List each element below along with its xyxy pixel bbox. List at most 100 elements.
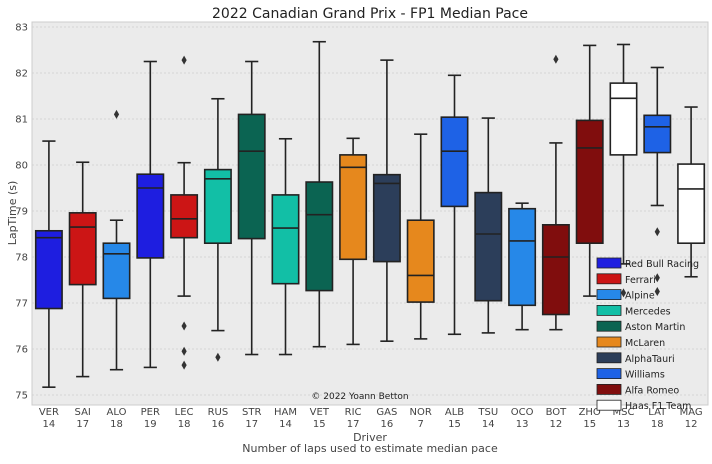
box-bot [541, 54, 570, 331]
outlier-marker [215, 352, 221, 362]
iqr-box [68, 212, 97, 286]
box-tsu [474, 117, 503, 334]
x-tick-laps: 18 [110, 419, 123, 430]
legend-swatch [596, 257, 622, 269]
legend-item-ferrari: Ferrari [596, 273, 656, 286]
x-tick-driver: HAM [274, 407, 297, 418]
boxes-layer [34, 40, 706, 388]
box-per [136, 60, 165, 369]
x-tick-laps: 14 [279, 419, 292, 430]
x-tick-driver: MSC [613, 407, 635, 418]
watermark: © 2022 Yoann Betton [311, 392, 408, 402]
x-tick-driver: ZHO [579, 407, 601, 418]
legend-swatch [596, 336, 622, 348]
legend-swatch [596, 320, 622, 332]
iqr-box [609, 82, 638, 156]
legend-swatch [596, 399, 622, 411]
x-tick-laps: 15 [313, 419, 326, 430]
iqr-box [508, 207, 537, 307]
legend-label: Alpine [625, 291, 655, 302]
legend-swatch [596, 368, 622, 380]
plot-background [31, 21, 709, 406]
iqr-box [271, 194, 300, 285]
iqr-box [677, 163, 706, 245]
legend-label: Haas F1 Team [625, 401, 691, 412]
iqr-box [372, 173, 401, 263]
x-tick-driver: RUS [208, 407, 229, 418]
box-zho [575, 44, 604, 297]
x-tick-laps: 14 [482, 419, 495, 430]
legend-swatch [596, 289, 622, 301]
outlier-marker [181, 360, 187, 370]
legend-label: Red Bull Racing [625, 259, 699, 270]
iqr-box [440, 116, 469, 208]
x-tick-laps: 14 [43, 419, 56, 430]
x-tick-laps: 18 [651, 419, 664, 430]
x-tick-driver: GAS [376, 407, 397, 418]
x-tick-laps: 15 [583, 419, 596, 430]
x-tick-laps: 17 [76, 419, 89, 430]
x-tick-driver: NOR [410, 407, 432, 418]
x-tick-laps: 7 [418, 419, 424, 430]
x-tick-driver: BOT [546, 407, 568, 418]
box-oco [508, 202, 537, 331]
box-ham [271, 137, 300, 356]
legend-item-alpine: Alpine [596, 289, 655, 302]
y-tick-label: 82 [15, 69, 28, 80]
box-ver [34, 140, 63, 388]
outlier-marker [654, 273, 660, 283]
legend-item-mclaren: McLaren [596, 336, 665, 349]
box-mag [677, 106, 706, 278]
x-tick-laps: 13 [516, 419, 529, 430]
x-ticks: VER14SAI17ALO18PER19LEC18RUS16STR17HAM14… [39, 407, 703, 430]
legend-swatch [596, 273, 622, 285]
box-lec [170, 55, 199, 370]
x-tick-laps: 16 [381, 419, 394, 430]
x-tick-driver: SAI [75, 407, 91, 418]
legend-item-mercedes: Mercedes [596, 304, 671, 317]
x-tick-laps: 12 [550, 419, 563, 430]
x-tick-laps: 18 [178, 419, 191, 430]
iqr-box [203, 168, 232, 245]
outlier-marker [620, 288, 627, 298]
y-tick-label: 81 [15, 115, 28, 126]
box-sai [68, 161, 97, 378]
legend-item-williams: Williams [596, 368, 665, 381]
y-tick-label: 80 [15, 161, 28, 172]
legend-label: Alfa Romeo [625, 385, 679, 396]
box-gas [372, 59, 401, 342]
iqr-box [305, 181, 334, 292]
x-axis-sublabel: Number of laps used to estimate median p… [242, 442, 498, 455]
x-tick-driver: ALO [107, 407, 127, 418]
iqr-box [102, 242, 131, 300]
outlier-marker [113, 109, 120, 119]
chart-title: 2022 Canadian Grand Prix - FP1 Median Pa… [212, 6, 528, 22]
outlier-marker [654, 287, 660, 296]
x-tick-driver: VER [39, 407, 59, 418]
outlier-marker [654, 227, 660, 237]
iqr-box [643, 114, 672, 154]
iqr-box [575, 119, 604, 244]
y-tick-label: 76 [15, 345, 28, 356]
legend-item-aston-martin: Aston Martin [596, 320, 685, 333]
legend-swatch [596, 352, 622, 364]
outlier-marker [553, 54, 559, 64]
legend-label: Aston Martin [625, 322, 685, 333]
x-tick-laps: 17 [245, 419, 258, 430]
iqr-box [136, 173, 165, 259]
box-alo [102, 109, 131, 371]
y-ticks: 75 76 77 78 79 80 81 82 83 [15, 23, 28, 402]
legend-label: Williams [625, 370, 665, 381]
y-axis-label: LapTime (s) [6, 181, 19, 246]
iqr-box [541, 224, 570, 316]
box-vet [305, 40, 334, 348]
x-tick-driver: OCO [511, 407, 534, 418]
x-tick-laps: 15 [448, 419, 461, 430]
box-msc [609, 43, 638, 298]
box-alb [440, 74, 469, 336]
iqr-box [237, 113, 266, 240]
box-nor [406, 133, 435, 340]
x-tick-laps: 19 [144, 419, 157, 430]
box-rus [203, 97, 232, 362]
